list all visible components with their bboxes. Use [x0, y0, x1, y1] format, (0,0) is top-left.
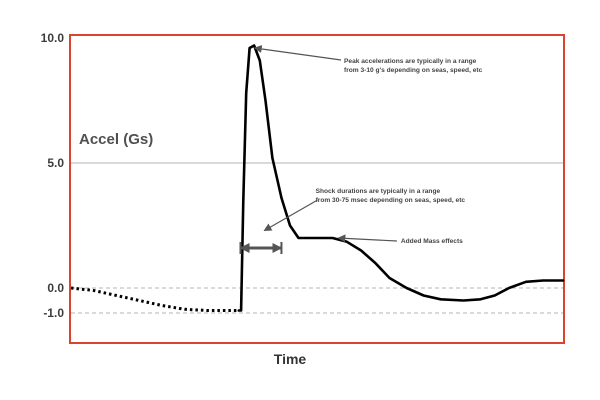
annotation-arrow — [337, 234, 397, 243]
y-tick-labels: 10.0 5.0 0.0 -1.0 — [41, 31, 65, 320]
y-axis-label: Accel (Gs) — [79, 131, 153, 148]
annotations: Peak accelerations are typically in a ra… — [239, 45, 483, 254]
y-tick-label: -1.0 — [43, 306, 64, 320]
annotation-text: Shock durations are typically in a range — [316, 188, 441, 195]
plot-frame — [69, 34, 565, 344]
x-axis-label: Time — [274, 351, 307, 367]
annotation-arrow — [253, 45, 342, 61]
annotation-1: Peak accelerations are typically in a ra… — [253, 45, 483, 74]
annotation-text: Added Mass effects — [401, 238, 463, 245]
series-line-shock-pulse — [237, 44, 565, 312]
annotation-text: from 30-75 msec depending on seas, speed… — [316, 197, 466, 204]
annotation-text: from 3-10 g's depending on seas, speed, … — [344, 67, 483, 74]
gridlines — [71, 162, 563, 314]
y-tick-label: 0.0 — [47, 281, 64, 295]
y-tick-label: 5.0 — [47, 156, 64, 170]
annotation-text: Peak accelerations are typically in a ra… — [344, 58, 477, 65]
annotation-arrow — [263, 199, 318, 232]
y-tick-label: 10.0 — [41, 31, 65, 45]
annotation-2: Shock durations are typically in a range… — [263, 188, 466, 232]
series-group — [70, 44, 565, 312]
annotation-3: Added Mass effects — [337, 234, 463, 245]
